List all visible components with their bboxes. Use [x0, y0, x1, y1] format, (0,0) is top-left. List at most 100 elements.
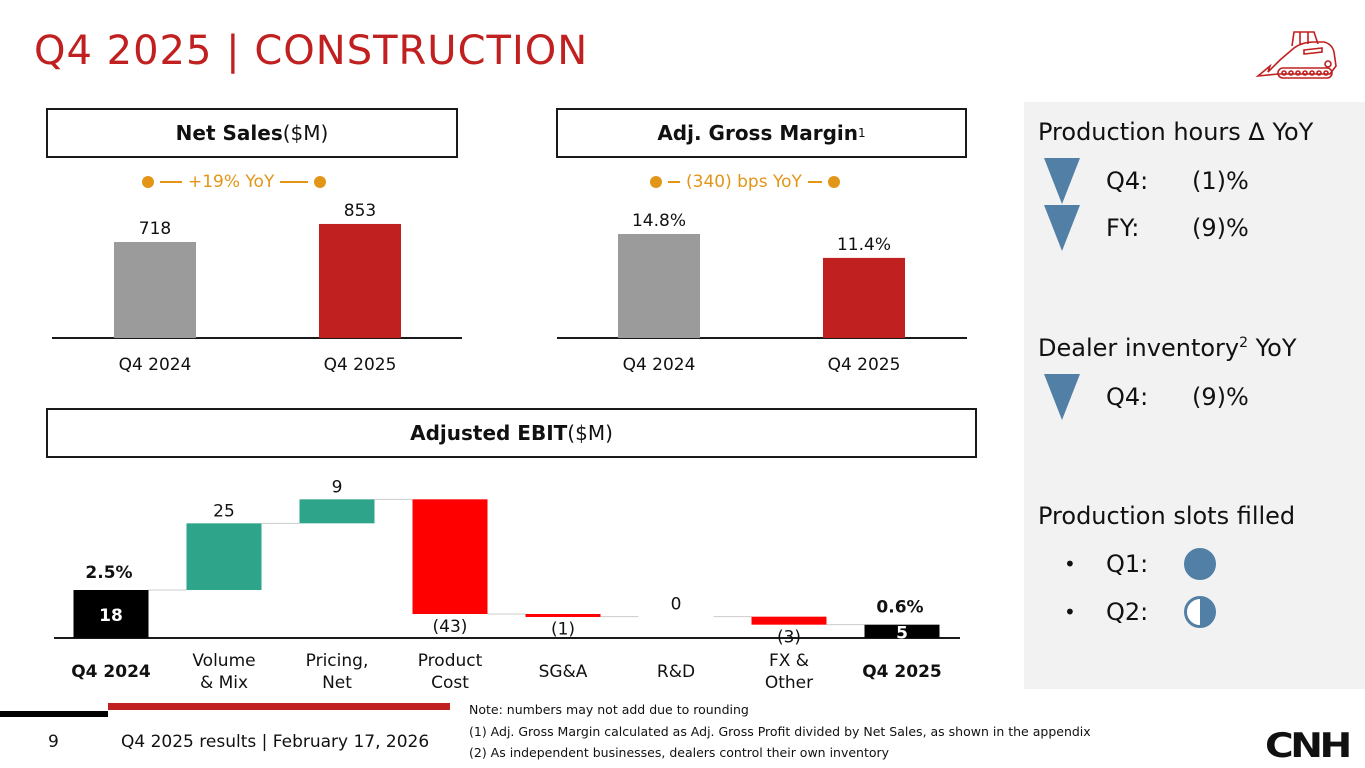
production-hours-row-q4: Q4: (1)% — [1044, 158, 1249, 204]
ebit-bar — [186, 523, 262, 590]
production-slots-row-q1: • Q1: — [1064, 548, 1216, 580]
ebit-margin-label: 2.5% — [85, 563, 132, 583]
dealer-inventory-heading-text: Dealer inventory — [1038, 334, 1240, 362]
page-title: Q4 2025 | CONSTRUCTION — [34, 28, 589, 74]
row-label: Q1: — [1106, 550, 1149, 578]
yoy-dot-left — [650, 176, 662, 188]
ebit-data-label: 25 — [213, 501, 235, 521]
ebit-header: Adjusted EBIT ($M) — [46, 408, 977, 458]
production-slots-row-q2: • Q2: — [1064, 596, 1216, 628]
net-sales-bar — [319, 223, 401, 338]
yoy-line-right — [807, 181, 822, 183]
row-label: FY: — [1106, 214, 1140, 242]
ebit-tick-label: FX & — [769, 651, 809, 671]
note-rounding: Note: numbers may not add due to roundin… — [469, 702, 749, 717]
gross-margin-tick-label: Q4 2024 — [623, 355, 696, 375]
down-triangle-icon — [1044, 205, 1080, 251]
ebit-bar — [299, 499, 375, 524]
net-sales-data-label: 853 — [344, 201, 376, 221]
half-circle-icon — [1184, 596, 1216, 628]
net-sales-title: Net Sales — [175, 121, 283, 145]
dealer-inventory-row-q4: Q4: (9)% — [1044, 374, 1249, 420]
ebit-data-label: (1) — [551, 620, 575, 640]
gross-margin-yoy: (340) bps YoY — [650, 172, 840, 192]
yoy-line-left — [668, 181, 680, 183]
net-sales-header: Net Sales ($M) — [46, 108, 458, 158]
footnotes: Note: numbers may not add due to roundin… — [469, 699, 1091, 764]
side-panel: Production hours Δ YoY Q4: (1)% FY: (9)%… — [1024, 102, 1365, 689]
ebit-tick-label: & Mix — [200, 673, 248, 693]
ebit-bar — [525, 614, 601, 617]
ebit-data-label: 18 — [99, 606, 123, 626]
gross-margin-tick-label: Q4 2025 — [828, 355, 901, 375]
ebit-unit: ($M) — [567, 421, 613, 445]
net-sales-data-label: 718 — [139, 219, 171, 239]
ebit-tick-label: Product — [418, 651, 483, 671]
ebit-data-label: 9 — [332, 477, 343, 497]
production-slots-heading: Production slots filled — [1038, 502, 1296, 530]
ebit-data-label: (3) — [777, 628, 801, 648]
ebit-tick-label: SG&A — [539, 662, 588, 682]
ebit-tick-label: Q4 2024 — [71, 662, 151, 682]
footer-text: Q4 2025 results | February 17, 2026 — [121, 732, 430, 752]
ebit-tick-label: R&D — [657, 662, 695, 682]
gross-margin-bar — [618, 234, 700, 338]
ebit-data-label: 5 — [896, 623, 908, 643]
yoy-dot-right — [827, 176, 840, 188]
ebit-title: Adjusted EBIT — [410, 421, 568, 445]
bullet: • — [1064, 552, 1076, 576]
ebit-tick-label: Volume — [192, 651, 255, 671]
ebit-bar — [751, 616, 827, 625]
bullet: • — [1064, 600, 1076, 624]
net-sales-tick-label: Q4 2025 — [324, 355, 397, 375]
yoy-dot-left — [142, 176, 154, 188]
ebit-tick-label: Other — [765, 673, 813, 693]
cnh-logo: CNH — [1265, 726, 1352, 766]
net-sales-tick-label: Q4 2024 — [119, 355, 192, 375]
compact-track-loader-icon — [1255, 31, 1337, 79]
net-sales-unit: ($M) — [282, 121, 329, 145]
production-hours-row-fy: FY: (9)% — [1044, 205, 1249, 251]
yoy-line-right — [280, 181, 309, 183]
note-1: (1) Adj. Gross Margin calculated as Adj.… — [469, 723, 1091, 739]
row-label: Q4: — [1106, 383, 1149, 411]
row-value: (9)% — [1192, 383, 1249, 411]
gross-margin-header: Adj. Gross Margin 1 — [556, 108, 967, 158]
ebit-bar — [864, 624, 940, 638]
ebit-tick-label: Pricing, — [306, 651, 369, 671]
footer-accent-red — [108, 703, 450, 710]
dealer-inventory-heading-suffix: YoY — [1248, 334, 1297, 362]
gross-margin-data-label: 14.8% — [632, 211, 686, 231]
row-label: Q4: — [1106, 167, 1149, 195]
row-value: (1)% — [1192, 167, 1249, 195]
ebit-tick-label: Q4 2025 — [862, 662, 942, 682]
full-circle-icon — [1184, 548, 1216, 580]
yoy-dot-right — [314, 176, 327, 188]
ebit-bar — [412, 499, 488, 614]
down-triangle-icon — [1044, 374, 1080, 420]
row-value: (9)% — [1192, 214, 1249, 242]
net-sales-bar — [114, 242, 196, 338]
net-sales-yoy-label: +19% YoY — [188, 172, 275, 192]
down-triangle-icon — [1044, 158, 1080, 204]
ebit-bar — [73, 590, 149, 638]
net-sales-yoy: +19% YoY — [142, 172, 327, 192]
note-2: (2) As independent businesses, dealers c… — [469, 745, 890, 760]
production-hours-heading: Production hours Δ YoY — [1038, 118, 1314, 146]
dealer-inventory-heading: Dealer inventory2 YoY — [1038, 334, 1296, 362]
ebit-tick-label: Net — [322, 673, 352, 693]
footer-accent-black — [0, 711, 108, 717]
ebit-data-label: (43) — [433, 617, 468, 637]
yoy-line-left — [160, 181, 182, 183]
gross-margin-footnote-ref: 1 — [858, 126, 866, 140]
gross-margin-yoy-label: (340) bps YoY — [686, 172, 802, 192]
ebit-data-label: 0 — [671, 595, 682, 615]
page-number: 9 — [48, 732, 59, 752]
gross-margin-title: Adj. Gross Margin — [657, 121, 859, 145]
gross-margin-bar — [823, 257, 905, 338]
ebit-tick-label: Cost — [431, 673, 469, 693]
gross-margin-data-label: 11.4% — [837, 235, 891, 255]
dealer-inventory-footnote-ref: 2 — [1239, 335, 1249, 351]
ebit-margin-label: 0.6% — [876, 598, 923, 618]
